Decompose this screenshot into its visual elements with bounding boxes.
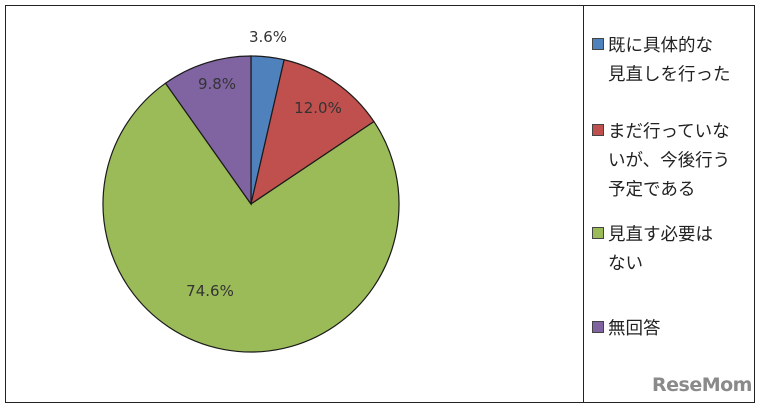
data-label-no-answer: 9.8% xyxy=(198,75,236,93)
legend-divider xyxy=(583,5,584,403)
legend-swatch-already-reviewed xyxy=(592,38,604,50)
legend-swatch-plan-to-review xyxy=(592,124,604,136)
legend-item-plan-to-review: まだ行っていな いが、今後行う 予定である xyxy=(592,118,758,205)
chart-frame xyxy=(5,5,755,403)
legend-item-already-reviewed: 既に具体的な 見直しを行った xyxy=(592,32,758,90)
legend-label-already-reviewed: 既に具体的な 見直しを行った xyxy=(608,36,731,85)
resemom-logo: ReseMom xyxy=(652,374,752,396)
legend-item-no-need: 見直す必要は ない xyxy=(592,221,758,279)
slice-plan-to-review xyxy=(250,59,375,206)
slice-no-answer xyxy=(164,55,252,206)
legend-label-no-need: 見直す必要は ない xyxy=(608,225,713,274)
legend-swatch-no-need xyxy=(592,227,604,239)
legend-label-plan-to-review: まだ行っていな いが、今後行う 予定である xyxy=(608,122,731,200)
legend-swatch-no-answer xyxy=(592,321,604,333)
data-label-no-need: 74.6% xyxy=(186,282,234,300)
data-label-plan-to-review: 12.0% xyxy=(294,99,342,117)
slice-no-need xyxy=(102,82,400,353)
data-label-already-reviewed: 3.6% xyxy=(249,28,287,46)
legend-item-no-answer: 無回答 xyxy=(592,315,758,344)
pie-chart: 3.6% 12.0% 74.6% 9.8% xyxy=(102,28,400,353)
legend-label-no-answer: 無回答 xyxy=(608,319,661,339)
